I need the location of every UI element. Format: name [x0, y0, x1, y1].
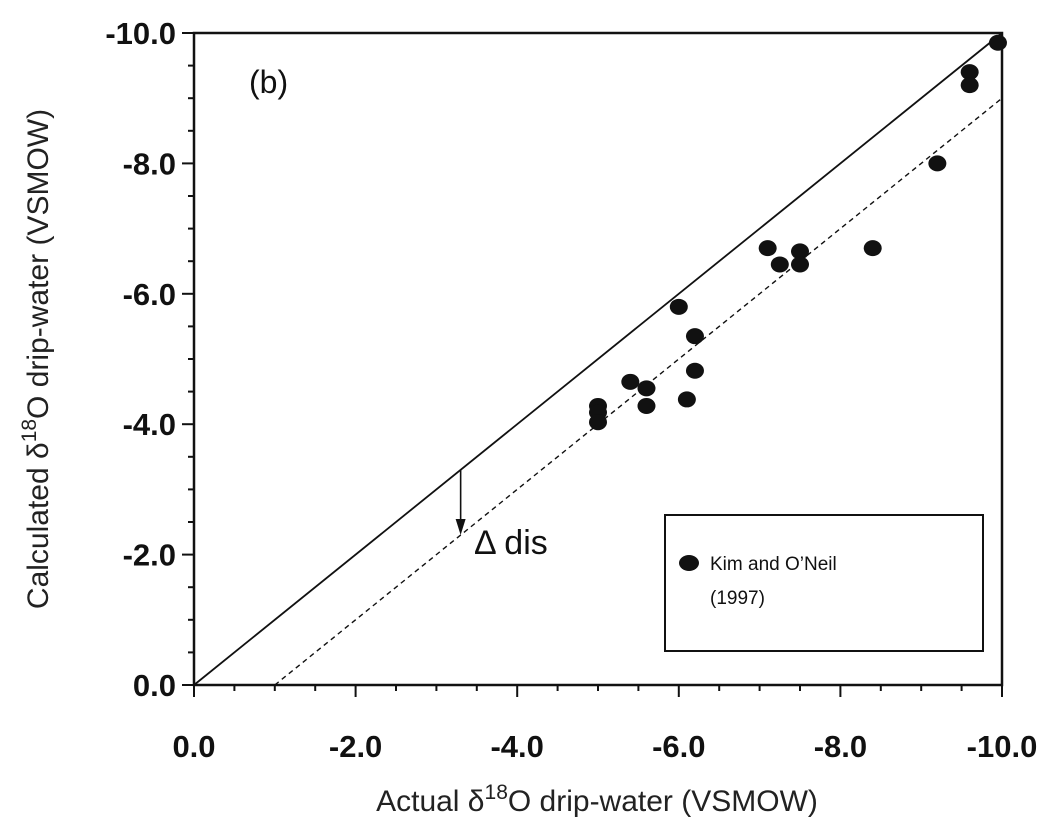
data-point [685, 328, 704, 345]
data-point [791, 256, 809, 273]
data-point [677, 391, 696, 408]
data-point [863, 240, 882, 257]
x-axis-title: Actual δ18O drip-water (VSMOW) [376, 781, 818, 818]
y-tick-label: -6.0 [123, 277, 176, 312]
data-point [685, 362, 704, 379]
legend-marker [679, 555, 699, 571]
delta-dis-label: Δ dis [474, 524, 548, 562]
y-tick-label: -4.0 [123, 407, 176, 442]
y-axis-title: Calculated δ18O drip-water (VSMOW) [18, 109, 55, 609]
x-tick-label: -4.0 [490, 729, 543, 764]
data-point [669, 298, 688, 315]
x-tick-label: -6.0 [652, 729, 705, 764]
legend: Kim and O’Neil (1997) [664, 514, 984, 652]
y-tick-label: 0.0 [133, 668, 176, 703]
panel-label: (b) [249, 64, 288, 100]
data-point [637, 397, 656, 414]
one-to-one-line [193, 32, 1003, 686]
legend-box [664, 514, 984, 652]
y-tick-label: -8.0 [123, 146, 176, 181]
data-point [770, 256, 789, 273]
data-point [988, 34, 1007, 51]
delta-dis-arrow-head [455, 519, 466, 536]
data-point [928, 155, 947, 172]
x-tick-label: -8.0 [814, 729, 867, 764]
offset-line [274, 97, 1003, 686]
legend-label-line2: (1997) [710, 588, 765, 609]
data-point [960, 64, 979, 81]
y-tick-label: -2.0 [123, 538, 176, 573]
x-tick-label: 0.0 [172, 729, 215, 764]
data-point [960, 77, 979, 94]
data-point [791, 243, 809, 260]
x-tick-label: -2.0 [329, 729, 382, 764]
x-tick-label: -10.0 [967, 729, 1038, 764]
data-point [621, 373, 640, 390]
legend-label-line1: Kim and O’Neil [710, 554, 837, 575]
data-point [758, 240, 777, 257]
delta-dis-annotation: Δ dis [455, 469, 548, 562]
y-tick-label: -10.0 [105, 16, 176, 51]
data-point [589, 414, 607, 431]
data-point [637, 380, 656, 397]
